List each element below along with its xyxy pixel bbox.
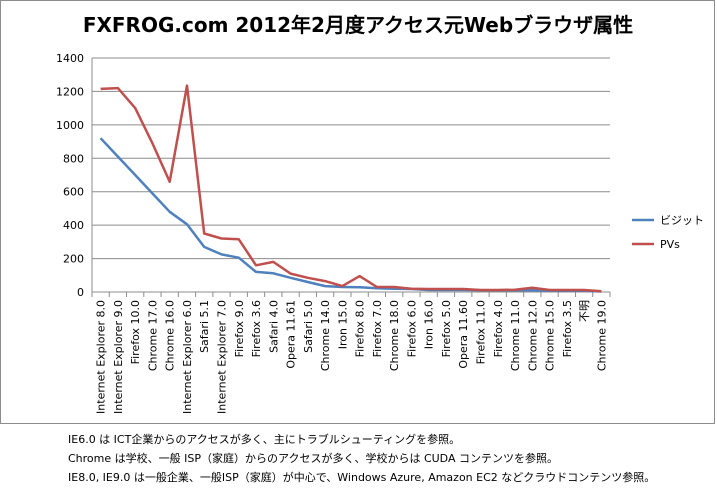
note-ie8-ie9: IE8.0, IE9.0 は一般企業、一般ISP（家庭）が中心で、Windows… — [68, 471, 656, 484]
x-tick-label: Internet Explorer 7.0 — [216, 300, 229, 414]
note-chrome: Chrome は学校、一般 ISP（家庭）からのアクセスが多く、学校からは CU… — [68, 452, 558, 465]
x-tick-label: Firefox 9.0 — [233, 300, 246, 357]
x-tick-label: Firefox 4.0 — [492, 300, 505, 357]
y-tick-labels: 0 200 400 600 800 1000 1200 1400 — [56, 52, 84, 299]
y-tick-label: 600 — [63, 186, 84, 199]
y-tick-label: 200 — [63, 253, 84, 266]
x-tick-label: Firefox 3.6 — [250, 300, 263, 357]
series-lines — [99, 84, 602, 293]
x-tick-label: Internet Explorer 8.0 — [95, 300, 108, 414]
x-tick-label: Safari 5.1 — [198, 300, 211, 353]
notes: IE6.0 は ICT企業からのアクセスが多く、主にトラブルシューティングを参照… — [68, 430, 655, 487]
x-tick-label: Firefox 10.0 — [129, 300, 142, 364]
chart: FXFROG.com 2012年2月度アクセス元Webブラウザ属性 0 200 40… — [56, 13, 704, 414]
x-tick-label: Chrome 18.0 — [388, 300, 401, 371]
x-tick-label: Firefox 3.5 — [561, 300, 574, 357]
x-tick-label: Firefox 6.0 — [405, 300, 418, 357]
x-tick-label: Firefox 5.0 — [440, 300, 453, 357]
y-tick-label: 0 — [77, 286, 84, 299]
x-tick-label: Chrome 14.0 — [319, 300, 332, 371]
series-line — [99, 137, 602, 293]
chart-title: FXFROG.com 2012年2月度アクセス元Webブラウザ属性 — [83, 13, 633, 37]
legend: ビジット PVs — [632, 214, 704, 251]
x-tick-label: Chrome 12.0 — [526, 300, 539, 371]
x-tick-label: Iron 16.0 — [423, 300, 436, 349]
y-tick-label: 800 — [63, 152, 84, 165]
x-tick-label: Firefox 8.0 — [354, 300, 367, 357]
x-tick-label: Chrome 19.0 — [595, 300, 608, 371]
x-tick-label: Internet Explorer 9.0 — [112, 300, 125, 414]
x-tick-label: Firefox 11.0 — [475, 300, 488, 364]
axes — [91, 58, 611, 297]
x-tick-label: Chrome 15.0 — [544, 300, 557, 371]
x-tick-label: 不明 — [578, 300, 591, 322]
x-tick-label: Iron 15.0 — [336, 300, 349, 349]
y-tick-label: 400 — [63, 219, 84, 232]
x-tick-label: Firefox 7.0 — [371, 300, 384, 357]
x-tick-label: Internet Explorer 6.0 — [181, 300, 194, 414]
chart-frame — [0, 0, 715, 424]
x-tick-label: Chrome 11.0 — [509, 300, 522, 371]
x-tick-label: Opera 11.61 — [285, 300, 298, 369]
x-tick-label: Chrome 17.0 — [146, 300, 159, 371]
y-tick-label: 1000 — [56, 119, 84, 132]
legend-label: ビジット — [660, 214, 704, 227]
x-tick-label: Safari 4.0 — [267, 300, 280, 353]
x-tick-label: Chrome 16.0 — [164, 300, 177, 371]
series-line — [100, 84, 602, 293]
note-ie6: IE6.0 は ICT企業からのアクセスが多く、主にトラブルシューティングを参照… — [68, 433, 461, 446]
x-tick-labels: Internet Explorer 8.0 Internet Explorer 9… — [95, 300, 609, 414]
y-tick-label: 1400 — [56, 52, 84, 65]
legend-label: PVs — [660, 238, 680, 251]
x-tick-label: Safari 5.0 — [302, 300, 315, 353]
y-tick-label: 1200 — [56, 85, 84, 98]
x-tick-label: Opera 11.60 — [457, 300, 470, 369]
